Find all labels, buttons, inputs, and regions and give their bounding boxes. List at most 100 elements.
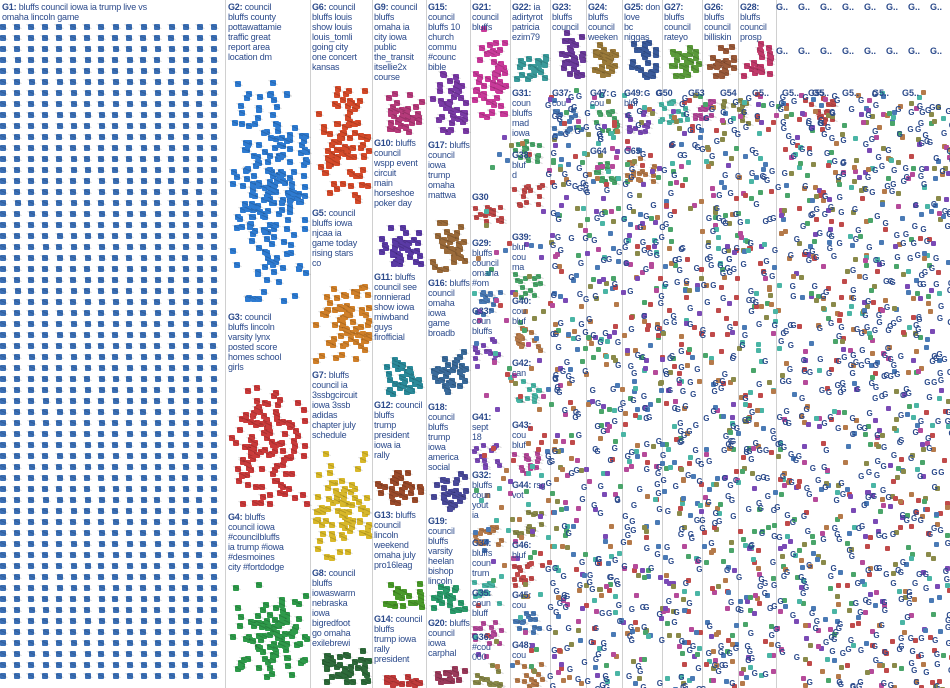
node (665, 676, 670, 681)
tiny-group-label: G (821, 463, 827, 472)
node (0, 662, 6, 668)
node (688, 206, 693, 211)
node (42, 255, 48, 261)
node (472, 580, 477, 585)
node (287, 209, 293, 215)
node (668, 181, 673, 186)
node (535, 154, 540, 159)
node (183, 442, 189, 448)
node (183, 310, 189, 316)
node (379, 236, 385, 242)
tiny-group-label: G (629, 605, 635, 614)
node (29, 607, 35, 613)
node (229, 435, 235, 441)
node (140, 156, 146, 162)
node (154, 398, 160, 404)
node (243, 140, 249, 146)
node (183, 541, 189, 547)
tiny-group-label: G (888, 355, 894, 364)
node (84, 332, 90, 338)
node (333, 488, 339, 494)
node (533, 617, 538, 622)
node (829, 150, 834, 155)
node (284, 455, 290, 461)
tiny-group-label: G (546, 479, 552, 488)
tiny-group-label: G (562, 170, 568, 179)
tiny-group-label: G (916, 570, 922, 579)
node (84, 35, 90, 41)
node (211, 486, 217, 492)
node (906, 545, 911, 550)
node (758, 190, 763, 195)
tiny-group-label: G (643, 212, 649, 221)
node (85, 255, 91, 261)
node (439, 114, 445, 120)
node (930, 329, 935, 334)
tiny-group-label: G (822, 192, 828, 201)
tiny-group-label: G (900, 239, 906, 248)
node (797, 206, 802, 211)
node (797, 479, 802, 484)
node (662, 489, 667, 494)
tiny-group-label: G (712, 387, 718, 396)
node (14, 35, 20, 41)
node (282, 431, 288, 437)
node (169, 101, 175, 107)
tiny-group-label: G (628, 173, 634, 182)
node (440, 243, 446, 249)
node (280, 171, 286, 177)
tiny-group-label: G (587, 571, 593, 580)
node (431, 494, 437, 500)
node (140, 530, 146, 536)
tiny-group-label: G (668, 189, 674, 198)
tiny-group-label: G (938, 468, 944, 477)
node (363, 312, 369, 318)
node (628, 222, 633, 227)
node (608, 582, 613, 587)
node (42, 321, 48, 327)
tiny-group-label: G (622, 512, 628, 521)
node (84, 156, 90, 162)
node (767, 57, 773, 63)
tiny-group-label: G (690, 642, 696, 651)
node (211, 475, 217, 481)
node (154, 156, 160, 162)
node (641, 182, 646, 187)
node (454, 91, 460, 97)
node (839, 295, 844, 300)
node (292, 293, 298, 299)
node (280, 197, 286, 203)
node (489, 110, 495, 116)
node (493, 70, 499, 76)
tiny-group-label: G (920, 225, 926, 234)
node (539, 522, 544, 527)
tiny-group-label: G (596, 555, 602, 564)
node (325, 148, 331, 154)
node (71, 123, 77, 129)
node (84, 178, 90, 184)
node (28, 640, 34, 646)
tiny-group-label: G (894, 370, 900, 379)
node (0, 244, 6, 250)
node (916, 498, 921, 503)
tiny-group-label: G (824, 149, 830, 158)
node (408, 490, 414, 496)
node (622, 333, 627, 338)
node (611, 135, 616, 140)
node (28, 398, 34, 404)
node (574, 273, 579, 278)
node (698, 503, 703, 508)
node (606, 561, 611, 566)
tiny-group-label: G (647, 249, 653, 258)
node (141, 68, 147, 74)
node (71, 574, 77, 580)
node (278, 642, 284, 648)
node (604, 584, 609, 589)
node (726, 590, 731, 595)
node (936, 270, 941, 275)
node (672, 424, 677, 429)
node (899, 666, 904, 671)
node (29, 420, 35, 426)
node (197, 178, 203, 184)
tiny-group-label: G.. (820, 46, 832, 56)
